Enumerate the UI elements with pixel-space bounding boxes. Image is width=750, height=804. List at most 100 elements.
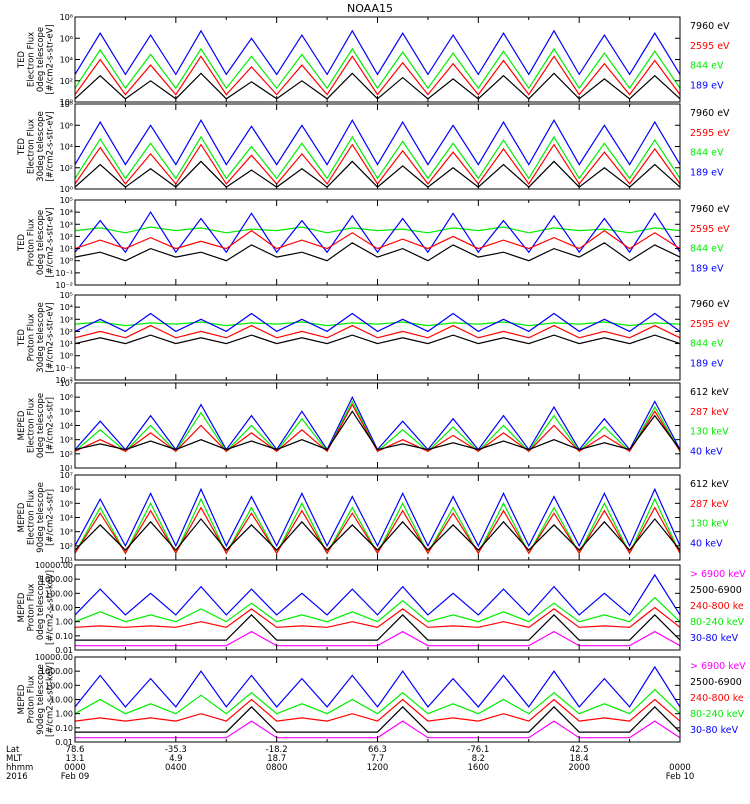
y-axis-label-line: [#/cm2-s-str-keV] <box>45 662 55 737</box>
series-line-4-1 <box>74 321 681 327</box>
legend-entry: 844 eV <box>690 339 724 350</box>
time-axis-row-label: 2016 <box>6 772 28 782</box>
time-axis-hhmm-label: 1200 <box>367 763 389 773</box>
legend-8: > 6900 keV 2500-6900 240-800 ke 80-240 keV 3… <box>690 661 746 736</box>
legend-5: 612 keV 287 keV 130 keV 40 keV <box>690 387 729 457</box>
legend-entry: 130 keV <box>690 519 729 530</box>
y-tick-label: 10⁴ <box>60 143 73 152</box>
y-axis-label-line: 30deg telescope <box>36 111 46 182</box>
time-axis-row-label: Lat <box>6 745 20 755</box>
time-axis-lat-label: -76.1 <box>467 745 489 755</box>
series-line-3-3 <box>74 229 681 250</box>
panel-2: 10⁰ 10² 10⁴ 10⁶ 10⁸ TEDElectron Flux30deg tel… <box>17 100 730 194</box>
y-tick-label: 10¹ <box>60 464 73 473</box>
panel-1: 10⁰ 10² 10⁴ 10⁶ 10⁸ TEDElectron Flux0deg tele… <box>17 13 730 107</box>
y-tick-label: 100.00 <box>45 589 73 598</box>
y-axis-label-line: Electron Flux <box>26 32 36 87</box>
series-line-5-4 <box>74 410 681 451</box>
y-axis-label-line: [#/cm2-s-str] <box>45 397 55 454</box>
y-tick-label: 10³ <box>60 220 73 229</box>
y-axis-label-line: [#/cm2-s-str] <box>45 489 55 546</box>
legend-entry: 844 eV <box>690 148 724 159</box>
y-tick-label: 10⁵ <box>60 407 73 416</box>
y-tick-label: 1.00 <box>55 618 73 627</box>
time-axis-mlt-label: 7.7 <box>371 754 385 764</box>
legend-entry: 40 keV <box>690 538 723 549</box>
series-line-6-3 <box>74 506 681 555</box>
panel-4: 10⁻² 10⁻¹ 10⁰ 10¹ 10² 10³ 10⁴ 10⁵ TEDProton Flux… <box>17 291 730 385</box>
legend-entry: 80-240 keV <box>690 709 745 720</box>
series-line-8-1 <box>74 665 681 708</box>
y-axis-label-line: TED <box>17 137 27 156</box>
y-tick-label: 1.00 <box>55 710 73 719</box>
legend-entry: 287 keV <box>690 407 729 418</box>
legend-entry: 287 keV <box>690 499 729 510</box>
legend-entry: 240-800 ke <box>690 693 744 704</box>
series-line-1-2 <box>74 47 681 90</box>
legend-entry: 130 keV <box>690 427 729 438</box>
legend-entry: 2595 eV <box>690 41 730 52</box>
y-axis-label-2: TEDElectron Flux30deg telescope[#/cm2-s-… <box>17 111 56 182</box>
y-tick-label: 10000.00 <box>35 653 73 662</box>
y-tick-label: 10² <box>60 542 73 551</box>
time-axis-mlt-label: 8.2 <box>472 754 486 764</box>
y-tick-label: 10⁵ <box>60 291 73 300</box>
y-tick-label: 10⁸ <box>60 100 73 109</box>
time-axis-row-label: MLT <box>6 754 23 764</box>
legend-entry: 844 eV <box>690 244 724 255</box>
y-tick-label: 1000.00 <box>40 575 73 584</box>
y-axis-label-5: MEPEDElectron Flux0deg telescope[#/cm2-s… <box>17 393 56 458</box>
time-axis-lat-label: 78.6 <box>66 745 85 755</box>
legend-entry: 80-240 keV <box>690 617 745 628</box>
panel-8: 0.010.101.0010.00100.001000.0010000.00ME… <box>17 653 746 747</box>
legend-entry: 240-800 ke <box>690 601 744 612</box>
y-axis-label-4: TEDProton Flux30deg telescope[#/cm2-s-st… <box>17 302 56 373</box>
series-line-3-1 <box>74 226 681 234</box>
time-axis-date-label: Feb 09 <box>61 772 90 782</box>
legend-entry: 2595 eV <box>690 224 730 235</box>
legend-entry: 7960 eV <box>690 108 730 119</box>
series-line-6-1 <box>74 487 681 548</box>
y-axis-label-line: 0deg telescope <box>36 575 46 640</box>
y-tick-label: 10⁴ <box>60 208 73 217</box>
y-axis-label-line: [#/cm2-s-str-eV] <box>45 24 55 94</box>
legend-entry: 2500-6900 <box>690 677 742 688</box>
y-axis-label-line: [#/cm2-s-str-eV] <box>45 207 55 277</box>
y-tick-label: 0.10 <box>55 632 73 641</box>
series-line-4-2 <box>74 312 681 333</box>
legend-entry: 7960 eV <box>690 204 730 215</box>
time-axis-mlt-label: 4.9 <box>169 754 183 764</box>
y-tick-label: 10⁷ <box>60 379 73 388</box>
y-tick-label: 1000.00 <box>40 667 73 676</box>
y-axis-label-line: 0deg telescope <box>36 210 46 275</box>
legend-entry: 189 eV <box>690 80 724 91</box>
y-axis-label-line: 90deg telescope <box>36 664 46 735</box>
legend-entry: 30-80 keV <box>690 725 739 736</box>
legend-3: 7960 eV 2595 eV 844 eV 189 eV <box>690 204 730 274</box>
y-axis-label-line: TED <box>17 233 27 252</box>
y-tick-label: 10⁴ <box>60 303 73 312</box>
legend-1: 7960 eV 2595 eV 844 eV 189 eV <box>690 21 730 91</box>
y-tick-label: 10⁶ <box>60 34 73 43</box>
y-axis-label-line: 0deg telescope <box>36 393 46 458</box>
series-line-7-3 <box>74 606 681 628</box>
series-line-8-2 <box>74 688 681 715</box>
y-axis-label-line: MEPED <box>17 502 27 532</box>
y-axis-label-8: MEPEDProton Flux90deg telescope[#/cm2-s-… <box>17 662 56 737</box>
time-axis-hhmm-label: 1600 <box>468 763 490 773</box>
series-line-8-4 <box>75 706 681 733</box>
y-tick-label: 10² <box>60 327 73 336</box>
time-axis-lat-label: -18.2 <box>266 745 288 755</box>
y-axis-label-line: TED <box>17 328 27 347</box>
y-tick-label: 10⁶ <box>60 393 73 402</box>
y-axis-label-line: 90deg telescope <box>36 482 46 553</box>
y-tick-label: 10² <box>60 232 73 241</box>
y-axis-label-line: [#/cm2-s-str-eV] <box>45 302 55 372</box>
panel-3: 10⁻² 10⁻¹ 10⁰ 10¹ 10² 10³ 10⁴ 10⁵ TEDProton Flux… <box>17 196 730 290</box>
series-line-8-5 <box>75 720 681 739</box>
y-axis-label-line: Electron Flux <box>26 398 36 453</box>
time-axis-hhmm-label: 0000 <box>669 763 691 773</box>
y-tick-label: 10⁰ <box>60 352 73 361</box>
